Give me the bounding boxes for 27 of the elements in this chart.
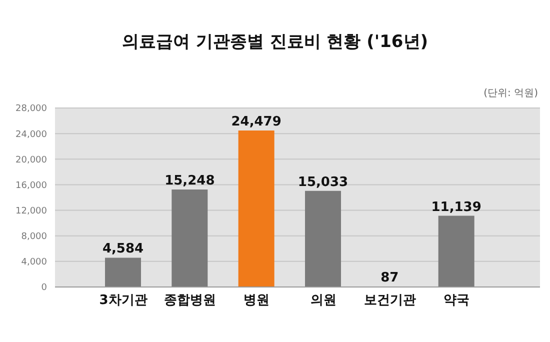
x-tick-label: 약국 (444, 293, 470, 308)
y-tick-label: 0 (41, 283, 48, 294)
y-tick-label: 4,000 (21, 258, 48, 268)
data-label: 24,479 (231, 114, 282, 130)
y-tick-label: 28,000 (16, 104, 48, 114)
x-tick-label: 종합병원 (164, 293, 216, 308)
x-tick-label: 의원 (310, 293, 336, 308)
x-tick-label: 보건기관 (364, 293, 416, 308)
data-label: 87 (380, 270, 399, 286)
x-tick-label: 3차기관 (99, 293, 148, 308)
text: (단위: 억원) (484, 87, 538, 100)
y-tick-label: 16,000 (16, 180, 48, 191)
bar (172, 190, 208, 287)
data-label: 15,033 (298, 174, 348, 190)
x-tick-label: 병원 (244, 293, 270, 308)
y-tick-label: 24,000 (16, 130, 48, 140)
data-label: 4,584 (102, 242, 144, 257)
data-label: 15,248 (164, 174, 215, 189)
bar (105, 258, 141, 287)
y-tick-label: 20,000 (16, 155, 48, 166)
bar (305, 190, 341, 287)
y-tick-label: 8,000 (21, 232, 48, 242)
data-label: 11,139 (431, 200, 482, 215)
y-tick-label: 12,000 (16, 206, 48, 216)
bar (238, 130, 274, 287)
bar (438, 216, 474, 287)
chart-title: 의료급여 기관종별 진료비 현황 ('16년) (120, 31, 430, 53)
